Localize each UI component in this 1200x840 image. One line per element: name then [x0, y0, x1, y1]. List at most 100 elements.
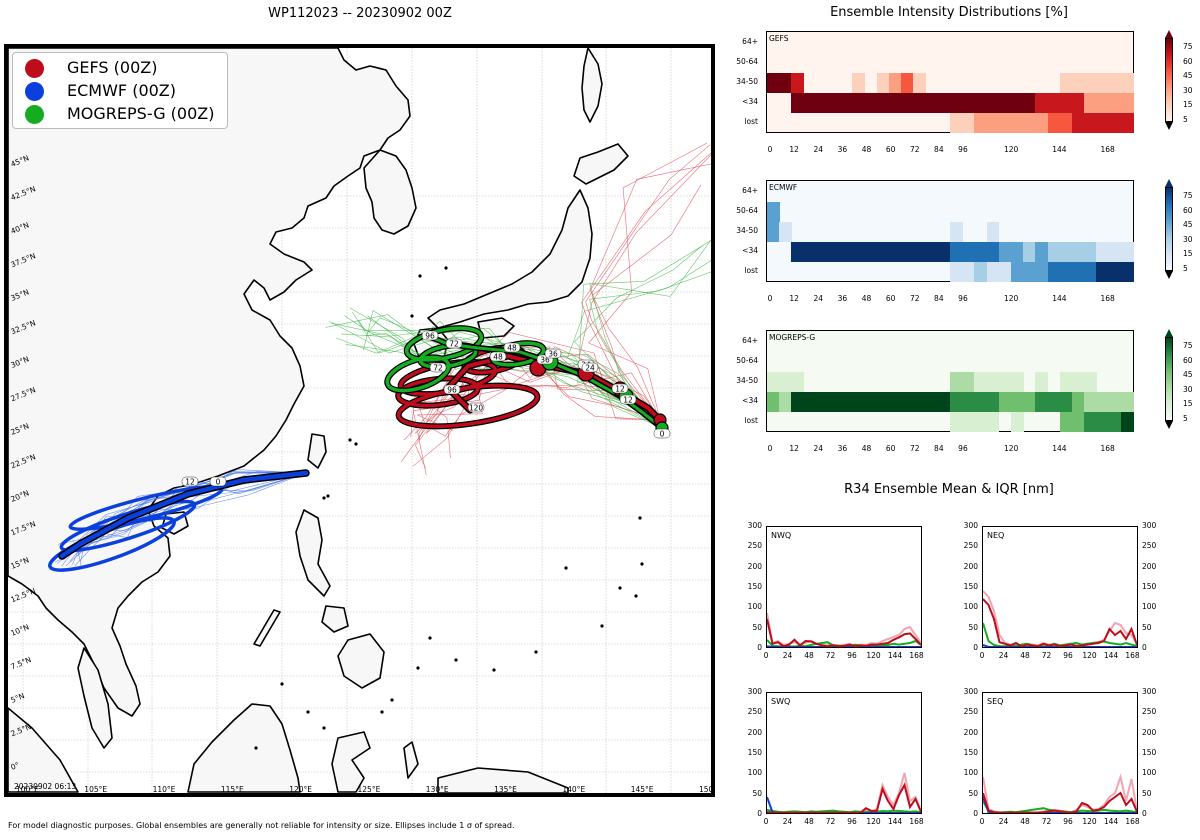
intensity-cell [1120, 262, 1134, 282]
intensity-cell [876, 242, 890, 262]
intensity-cell [962, 93, 975, 113]
intensity-cell [767, 73, 780, 93]
intensity-cell [876, 73, 890, 93]
intensity-cell [962, 242, 975, 262]
intensity-cell [1011, 392, 1024, 412]
track-map[interactable]: 45°N 42.5°N 40°N 37.5°N 35°N 32.5°N 30°N 27.5°N… [4, 44, 715, 797]
r34-x-label: 24 [782, 817, 793, 826]
intensity-cell [852, 392, 866, 412]
colorbar-label: 5 [1183, 263, 1188, 273]
intensity-cell [815, 93, 829, 113]
colorbar-label: 45 [1183, 370, 1193, 379]
intensity-cell [852, 73, 866, 93]
map-timestamp: 20230902 06:13 [14, 782, 76, 791]
intensity-x-label: 36 [837, 444, 848, 453]
intensity-cell [1035, 242, 1049, 262]
small-island [322, 726, 326, 730]
intensity-panel-ecmwf: ECMWF [766, 180, 1134, 282]
r34-x-label: 48 [804, 817, 814, 826]
intensity-x-label: 168 [1100, 444, 1115, 453]
r34-y-label-right: 0 [1142, 642, 1147, 652]
intensity-y-label: <34 [742, 396, 758, 405]
intensity-cell [998, 242, 1012, 262]
gefs-member-track [585, 144, 711, 421]
small-island [634, 594, 638, 598]
colorbar-label: 60 [1183, 355, 1193, 365]
visayas-islands [321, 605, 349, 633]
intensity-cell [950, 392, 963, 412]
r34-x-label: 72 [1041, 651, 1052, 660]
colorbar-top-arrow [1165, 329, 1173, 337]
r34-y-label: 100 [963, 768, 978, 778]
small-island [600, 624, 604, 628]
legend-label-gefs: GEFS (00Z) [67, 58, 158, 77]
intensity-y-label: lost [744, 416, 758, 425]
intensity-colorbar [1165, 179, 1173, 279]
r34-x-label: 72 [1041, 817, 1052, 826]
intensity-cell [986, 412, 1000, 432]
intensity-cell [950, 412, 963, 432]
intensity-cell [779, 222, 792, 242]
gefs-member-track [412, 364, 661, 476]
ecmwf-member-track [80, 472, 307, 562]
r34-y-label-right: 50 [1142, 788, 1152, 798]
intensity-cell [1072, 392, 1085, 412]
intensity-cell [1072, 412, 1085, 432]
r34-y-label: 150 [747, 581, 762, 591]
intensity-x-label: 96 [958, 294, 968, 303]
svg-text:96: 96 [447, 386, 457, 395]
small-island [640, 562, 644, 566]
r34-y-label: 300 [747, 687, 762, 696]
malay-peninsula [77, 647, 113, 749]
r34-y-label: 150 [747, 747, 762, 757]
hour-label: 12 [611, 383, 629, 394]
intensity-cell [828, 242, 841, 262]
r34-x-label: 0 [763, 651, 769, 660]
r34-y-label-right: 0 [1142, 808, 1147, 818]
small-island [618, 586, 622, 590]
intensity-cell [950, 113, 963, 133]
r34-series-line [767, 772, 921, 813]
legend-item-ecmwf: ECMWF (00Z) [13, 80, 227, 102]
intensity-y-label: 34-50 [736, 376, 758, 385]
mogreps-member-track [357, 319, 663, 429]
intensity-cell [1035, 372, 1049, 392]
intensity-cell [950, 262, 963, 282]
r34-x-label: 120 [1082, 651, 1097, 660]
intensity-cell [962, 392, 975, 412]
intensity-cell [1059, 412, 1073, 432]
r34-plot [767, 612, 921, 647]
intensity-x-label: 60 [885, 444, 896, 453]
intensity-title: Ensemble Intensity Distributions [%] [830, 5, 1068, 20]
small-island [280, 682, 284, 686]
intensity-cell [767, 202, 780, 222]
intensity-cell [791, 93, 805, 113]
luzon-island [295, 509, 331, 597]
intensity-cell [1047, 392, 1061, 412]
intensity-cell [925, 392, 939, 412]
intensity-x-label: 144 [1052, 444, 1067, 453]
hour-label: 36 [544, 348, 562, 359]
land-masses [8, 48, 629, 793]
small-island [418, 274, 422, 278]
intensity-panel-mogreps-g: MOGREPS-G [766, 330, 1134, 432]
intensity-cell [1059, 93, 1073, 113]
r34-panel-name: SWQ [771, 697, 791, 706]
colorbar-bottom-arrow [1165, 271, 1173, 279]
gefs-legend-icon [25, 59, 44, 78]
intensity-cell [840, 392, 853, 412]
mogreps-legend-icon [25, 105, 44, 124]
r34-y-label: 300 [747, 521, 762, 530]
mindanao-island [337, 633, 385, 689]
intensity-cell [1084, 262, 1097, 282]
intensity-x-label: 60 [885, 294, 896, 303]
intensity-cell [1023, 392, 1036, 412]
r34-plot [983, 773, 1137, 813]
gefs-member-track [589, 163, 711, 421]
r34-y-label-right: 250 [1142, 707, 1157, 717]
mogreps-member-track [567, 260, 711, 429]
intensity-y-label: lost [744, 266, 758, 275]
intensity-cell [998, 372, 1012, 392]
r34-y-label-right: 300 [1142, 687, 1157, 696]
r34-y-label-right: 150 [1142, 581, 1157, 591]
